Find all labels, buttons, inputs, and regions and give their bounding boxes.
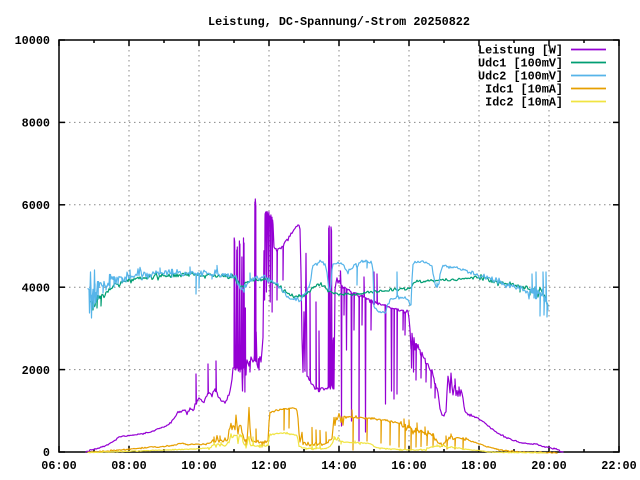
svg-text:12:00: 12:00 (251, 459, 286, 473)
svg-text:Udc2 [100mV]: Udc2 [100mV] (478, 70, 563, 84)
svg-text:Leistung, DC-Spannung/-Strom 2: Leistung, DC-Spannung/-Strom 20250822 (208, 15, 470, 29)
svg-text:8000: 8000 (22, 117, 50, 131)
svg-text:4000: 4000 (22, 281, 50, 295)
svg-text:20:00: 20:00 (531, 459, 566, 473)
svg-text:0: 0 (43, 446, 50, 460)
svg-text:Leistung [W]: Leistung [W] (478, 44, 563, 58)
svg-text:6000: 6000 (22, 199, 50, 213)
svg-text:2000: 2000 (22, 364, 50, 378)
svg-text:06:00: 06:00 (41, 459, 76, 473)
svg-text:10000: 10000 (15, 34, 50, 48)
svg-text:18:00: 18:00 (461, 459, 496, 473)
svg-text:14:00: 14:00 (321, 459, 356, 473)
svg-text:10:00: 10:00 (181, 459, 216, 473)
svg-text:Idc1 [10mA]: Idc1 [10mA] (485, 83, 563, 97)
svg-text:Idc2 [10mA]: Idc2 [10mA] (485, 96, 563, 110)
svg-text:Udc1 [100mV]: Udc1 [100mV] (478, 57, 563, 71)
svg-text:22:00: 22:00 (601, 459, 636, 473)
svg-text:08:00: 08:00 (111, 459, 146, 473)
svg-text:16:00: 16:00 (391, 459, 426, 473)
